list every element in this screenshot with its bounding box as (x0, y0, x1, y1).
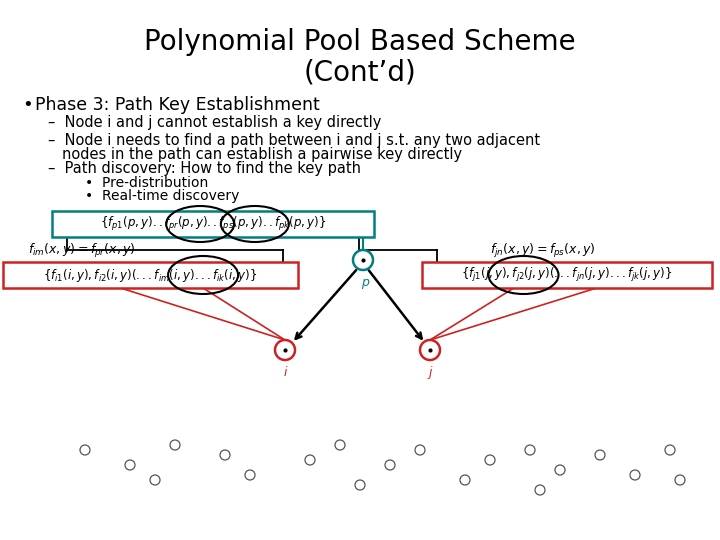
Circle shape (275, 340, 295, 360)
FancyBboxPatch shape (422, 262, 712, 288)
Circle shape (420, 340, 440, 360)
Text: $f_{jn}(x,y) = f_{ps}(x,y)$: $f_{jn}(x,y) = f_{ps}(x,y)$ (490, 242, 595, 260)
Circle shape (415, 445, 425, 455)
Circle shape (555, 465, 565, 475)
Circle shape (220, 450, 230, 460)
Circle shape (355, 480, 365, 490)
Circle shape (665, 445, 675, 455)
Text: •  Pre-distribution: • Pre-distribution (85, 176, 208, 190)
Text: p: p (361, 276, 369, 289)
Circle shape (335, 440, 345, 450)
FancyBboxPatch shape (52, 211, 374, 237)
Circle shape (170, 440, 180, 450)
FancyBboxPatch shape (2, 262, 297, 288)
Text: $\{f_{j1}(j,y),f_{j2}(j,y)(...f_{jn}(j,y)...f_{jk}(j,y)\}$: $\{f_{j1}(j,y),f_{j2}(j,y)(...f_{jn}(j,y… (462, 266, 672, 284)
Text: i: i (283, 366, 287, 379)
Circle shape (305, 455, 315, 465)
Circle shape (630, 470, 640, 480)
Text: –  Node i and j cannot establish a key directly: – Node i and j cannot establish a key di… (48, 116, 382, 131)
Text: j: j (428, 366, 432, 379)
Circle shape (485, 455, 495, 465)
Circle shape (595, 450, 605, 460)
Circle shape (525, 445, 535, 455)
Circle shape (80, 445, 90, 455)
Circle shape (535, 485, 545, 495)
Circle shape (460, 475, 470, 485)
Circle shape (125, 460, 135, 470)
Text: Phase 3: Path Key Establishment: Phase 3: Path Key Establishment (35, 96, 320, 114)
Circle shape (150, 475, 160, 485)
Text: •: • (22, 96, 32, 114)
Text: Polynomial Pool Based Scheme: Polynomial Pool Based Scheme (144, 28, 576, 56)
Text: $\{f_{p1}(p,y)..f_{pr}(p,y)..f_{ps}(p,y)..f_{pk}(p,y)\}$: $\{f_{p1}(p,y)..f_{pr}(p,y)..f_{ps}(p,y)… (99, 215, 326, 233)
Circle shape (675, 475, 685, 485)
Circle shape (385, 460, 395, 470)
Circle shape (245, 470, 255, 480)
Text: nodes in the path can establish a pairwise key directly: nodes in the path can establish a pairwi… (62, 146, 462, 161)
Text: $\{f_{i1}(i,y),f_{i2}(i,y)(...f_{im}(i,y)...f_{ik}(i,y)\}$: $\{f_{i1}(i,y),f_{i2}(i,y)(...f_{im}(i,y… (43, 267, 257, 284)
Circle shape (353, 250, 373, 270)
Text: (Cont’d): (Cont’d) (304, 59, 416, 87)
Text: –  Node i needs to find a path between i and j s.t. any two adjacent: – Node i needs to find a path between i … (48, 132, 540, 147)
Text: $f_{im}(x,y) = f_{pr}(x,y)$: $f_{im}(x,y) = f_{pr}(x,y)$ (28, 242, 136, 260)
Text: –  Path discovery: How to find the key path: – Path discovery: How to find the key pa… (48, 161, 361, 177)
Text: •  Real-time discovery: • Real-time discovery (85, 189, 239, 203)
